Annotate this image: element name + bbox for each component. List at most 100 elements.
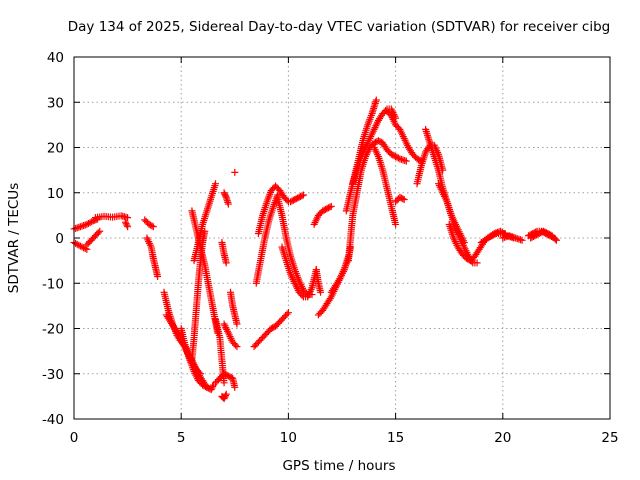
series-s40 (434, 180, 481, 267)
y-tick-label: 30 (47, 95, 64, 111)
series-s01 (70, 215, 102, 233)
data-point (224, 200, 232, 208)
data-point (284, 309, 292, 317)
data-point (232, 341, 240, 349)
data-point (78, 243, 86, 251)
data-point (75, 241, 83, 249)
x-tick-label: 0 (70, 430, 79, 446)
tick-labels: 0 5 10 15 20 25 -40 -30 -20 -10 0 10 20 30 40 (42, 50, 619, 446)
series-s32 (344, 137, 410, 265)
data-point (233, 320, 241, 328)
series-s18 (220, 320, 241, 351)
series-s29 (310, 202, 335, 228)
series-s06 (141, 216, 157, 231)
data-point (335, 276, 343, 284)
data-point (283, 310, 291, 318)
data-point (394, 154, 402, 162)
data-point (124, 214, 132, 222)
data-point (283, 196, 291, 204)
series-s07 (143, 234, 162, 280)
data-point (400, 196, 408, 204)
y-tick-label: 0 (55, 231, 64, 247)
series-s17 (218, 239, 230, 267)
data-point (222, 390, 230, 398)
x-tick-label: 10 (280, 430, 297, 446)
data-point (392, 220, 400, 228)
data-point (88, 218, 96, 226)
plot-frame (73, 56, 611, 420)
data-point (222, 259, 230, 267)
data-point (547, 231, 555, 239)
data-point (76, 242, 84, 250)
chart-title: Day 134 of 2025, Sidereal Day-to-day VTE… (68, 19, 611, 35)
y-tick-label: 10 (47, 186, 64, 202)
y-tick-label: -10 (42, 276, 64, 292)
data-point (551, 235, 559, 243)
series-s20 (227, 288, 241, 328)
data-point (148, 222, 156, 230)
series-s43 (499, 232, 526, 244)
series-s16 (218, 390, 230, 403)
data-point (222, 392, 230, 400)
data-point (548, 232, 556, 240)
series-s19 (220, 189, 232, 208)
data-point (298, 192, 306, 200)
data-point (220, 379, 228, 387)
data-point (317, 288, 325, 296)
data-point (231, 383, 239, 391)
data-point (124, 223, 132, 231)
series-s28 (312, 266, 325, 296)
y-axis-label: SDTVAR / TECUs (6, 183, 22, 293)
data-point (149, 223, 157, 231)
data-point (402, 157, 410, 165)
series-s14 (212, 315, 228, 387)
series-s25 (274, 193, 316, 299)
x-tick-label: 20 (494, 430, 511, 446)
y-tick-label: -20 (42, 322, 64, 338)
data-point (221, 393, 229, 401)
data-point (299, 191, 307, 199)
data-point (96, 227, 104, 235)
x-tick-label: 5 (177, 430, 186, 446)
data-point (552, 236, 560, 244)
data-point (489, 231, 497, 239)
y-tick-label: -40 (42, 412, 64, 428)
data-point (208, 384, 216, 392)
data-point (298, 291, 306, 299)
data-point (326, 203, 334, 211)
data-point (212, 180, 220, 188)
series-s13 (188, 207, 222, 337)
x-axis-label: GPS time / hours (282, 458, 395, 474)
data-point (473, 259, 481, 267)
series-s26 (278, 243, 320, 301)
series-s35 (370, 144, 400, 228)
data-point (222, 192, 230, 200)
series-s45 (527, 227, 556, 242)
series-s05 (121, 218, 132, 231)
data-point (209, 383, 217, 391)
data-point (121, 218, 129, 226)
series-s04 (91, 212, 132, 222)
series-s21 (231, 168, 239, 176)
data-point (122, 220, 130, 228)
series-s23 (252, 191, 282, 287)
data-point (154, 272, 162, 280)
y-tick-label: 20 (47, 141, 64, 157)
x-tick-label: 25 (601, 430, 618, 446)
data-points (70, 96, 560, 403)
series-s03 (83, 227, 104, 249)
data-point (221, 190, 229, 198)
data-point (81, 245, 89, 253)
data-point (327, 202, 335, 210)
series-s36 (383, 107, 425, 165)
data-point (326, 295, 334, 303)
data-point (372, 96, 380, 104)
series-s15 (212, 370, 239, 391)
data-point (220, 189, 228, 197)
y-tick-label: -30 (42, 367, 64, 383)
data-point (233, 343, 241, 351)
data-point (174, 330, 182, 338)
series-s27 (287, 191, 307, 206)
data-point (231, 168, 239, 176)
